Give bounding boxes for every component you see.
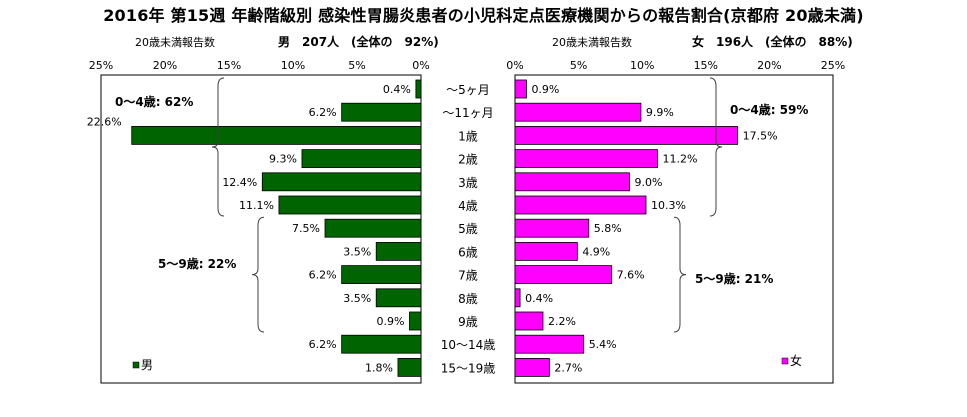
female-bar: [514, 357, 550, 377]
male-0-4-annotation: 0～4歳: 62%: [115, 94, 193, 109]
male-tick-label: 0%: [412, 59, 429, 72]
age-category-label: 7歳: [458, 269, 478, 283]
age-category-label: 10～14歳: [441, 338, 496, 352]
female-bar: [514, 102, 642, 122]
male-tick-label: 15%: [217, 59, 241, 72]
female-data-label: 17.5%: [743, 129, 778, 142]
male-data-label: 11.1%: [239, 199, 274, 212]
male-data-label: 0.9%: [377, 315, 405, 328]
male-bar: [375, 288, 422, 308]
female-data-label: 5.4%: [589, 338, 617, 351]
female-5-9-brace: [673, 216, 687, 333]
female-bar: [514, 79, 527, 99]
female-tick-label: 25%: [821, 59, 845, 72]
female-subtitle-right: 女 196人 (全体の 88%): [692, 34, 853, 49]
chart-title: 2016年 第15週 年齢階級別 感染性胃腸炎患者の小児科定点医療機関からの報告…: [103, 6, 864, 25]
male-bar: [415, 79, 422, 99]
female-panel: 20歳未満報告数 女 196人 (全体の 88%): [552, 34, 853, 49]
age-category-label: 5歳: [458, 222, 478, 236]
male-data-label: 6.2%: [309, 106, 337, 119]
male-legend-label: 男: [141, 358, 153, 372]
female-bar: [514, 241, 578, 261]
female-data-label: 5.8%: [594, 222, 622, 235]
male-data-label: 7.5%: [292, 222, 320, 235]
male-data-label: 6.2%: [309, 338, 337, 351]
female-0-4-annotation: 0～4歳: 59%: [730, 102, 808, 117]
male-bar: [341, 334, 422, 354]
male-bar: [397, 357, 422, 377]
female-data-label: 11.2%: [662, 153, 697, 166]
age-category-label: 3歳: [458, 176, 478, 190]
female-bar: [514, 195, 647, 215]
age-category-label: 9歳: [458, 315, 478, 329]
female-0-4-brace: [709, 77, 723, 217]
male-data-label: 3.5%: [343, 292, 371, 305]
age-category-label: 6歳: [458, 245, 478, 259]
female-legend-swatch: [781, 357, 789, 365]
male-subtitle-left: 20歳未満報告数: [135, 36, 215, 49]
female-legend-label: 女: [790, 353, 802, 368]
age-category-label: 4歳: [458, 199, 478, 213]
male-data-label: 0.4%: [383, 83, 411, 96]
male-bar: [261, 172, 422, 192]
female-data-label: 2.2%: [548, 315, 576, 328]
age-category-label: ～11ヶ月: [442, 106, 493, 120]
male-bar: [324, 218, 422, 238]
female-data-label: 0.9%: [531, 83, 559, 96]
female-bar: [514, 311, 544, 331]
age-category-label: ～5ヶ月: [446, 83, 490, 97]
female-tick-label: 20%: [757, 59, 781, 72]
male-tick-label: 25%: [89, 59, 113, 72]
male-legend-swatch: [132, 361, 140, 369]
male-tick-label: 10%: [281, 59, 305, 72]
female-bar: [514, 218, 590, 238]
female-data-label: 10.3%: [651, 199, 686, 212]
female-data-label: 9.9%: [646, 106, 674, 119]
male-0-4-brace: [211, 77, 225, 217]
male-bar: [301, 149, 422, 169]
female-bar: [514, 172, 630, 192]
male-5-9-annotation: 5～9歳: 22%: [158, 256, 236, 271]
female-subtitle-left: 20歳未満報告数: [552, 36, 632, 49]
male-tick-label: 5%: [348, 59, 365, 72]
male-data-label: 6.2%: [309, 269, 337, 282]
female-bar: [514, 149, 658, 169]
male-tick-label: 20%: [153, 59, 177, 72]
female-tick-label: 0%: [506, 59, 523, 72]
female-tick-label: 15%: [694, 59, 718, 72]
male-subtitle-right: 男 207人 (全体の 92%): [278, 34, 439, 49]
male-data-label: 9.3%: [269, 153, 297, 166]
age-category-label: 8歳: [458, 292, 478, 306]
female-5-9-annotation: 5～9歳: 21%: [695, 271, 773, 286]
male-panel: 20歳未満報告数 男 207人 (全体の 92%): [135, 34, 439, 49]
male-data-label: 22.6%: [87, 115, 122, 128]
male-data-label: 1.8%: [365, 361, 393, 374]
male-bar: [131, 126, 422, 145]
male-bar: [341, 102, 422, 122]
age-category-label: 2歳: [458, 153, 478, 167]
female-tick-label: 5%: [570, 59, 587, 72]
female-data-label: 2.7%: [554, 361, 582, 374]
male-bar: [409, 311, 422, 331]
male-data-label: 12.4%: [222, 176, 257, 189]
female-bar: [514, 126, 739, 145]
male-data-label: 3.5%: [343, 245, 371, 258]
age-category-label: 1歳: [458, 129, 478, 143]
age-category-label: 15～19歳: [441, 361, 496, 375]
female-bar: [514, 334, 585, 354]
female-data-label: 4.9%: [582, 245, 610, 258]
female-data-label: 9.0%: [634, 176, 662, 189]
male-bar: [278, 195, 422, 215]
female-tick-label: 10%: [630, 59, 654, 72]
male-bar: [341, 265, 422, 285]
female-bar: [514, 265, 613, 285]
male-bar: [375, 241, 422, 261]
female-data-label: 7.6%: [617, 269, 645, 282]
female-data-label: 0.4%: [525, 292, 553, 305]
male-5-9-brace: [251, 216, 265, 333]
female-bar: [514, 288, 521, 308]
